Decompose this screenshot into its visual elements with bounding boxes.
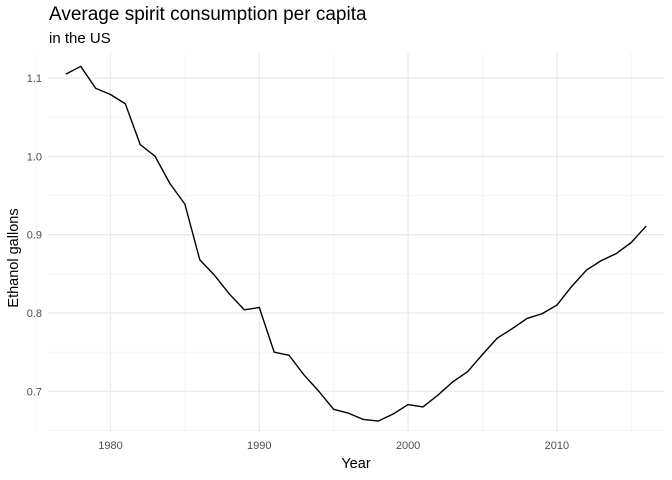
y-tick-label: 0.7 <box>27 386 42 398</box>
y-tick-label: 0.9 <box>27 230 42 242</box>
x-tick-label: 1980 <box>98 440 122 452</box>
x-tick-label: 2000 <box>396 440 420 452</box>
y-axis-label: Ethanol gallons <box>6 208 22 308</box>
series-line <box>65 65 647 422</box>
x-tick-label: 2010 <box>545 440 569 452</box>
y-tick-label: 1.0 <box>27 151 42 163</box>
major-gridlines <box>48 53 664 432</box>
minor-gridlines <box>35 53 664 432</box>
x-axis-label: Year <box>341 456 371 472</box>
tick-labels: 1980 1990 2000 2010 0.7 0.8 0.9 1.0 1.1 <box>27 73 569 452</box>
x-tick-label: 1990 <box>247 440 271 452</box>
y-tick-label: 0.8 <box>27 308 42 320</box>
chart-subtitle: in the US <box>49 30 111 47</box>
y-tick-label: 1.1 <box>27 73 42 85</box>
chart-title: Average spirit consumption per capita <box>49 4 367 25</box>
series-layer <box>65 65 647 422</box>
